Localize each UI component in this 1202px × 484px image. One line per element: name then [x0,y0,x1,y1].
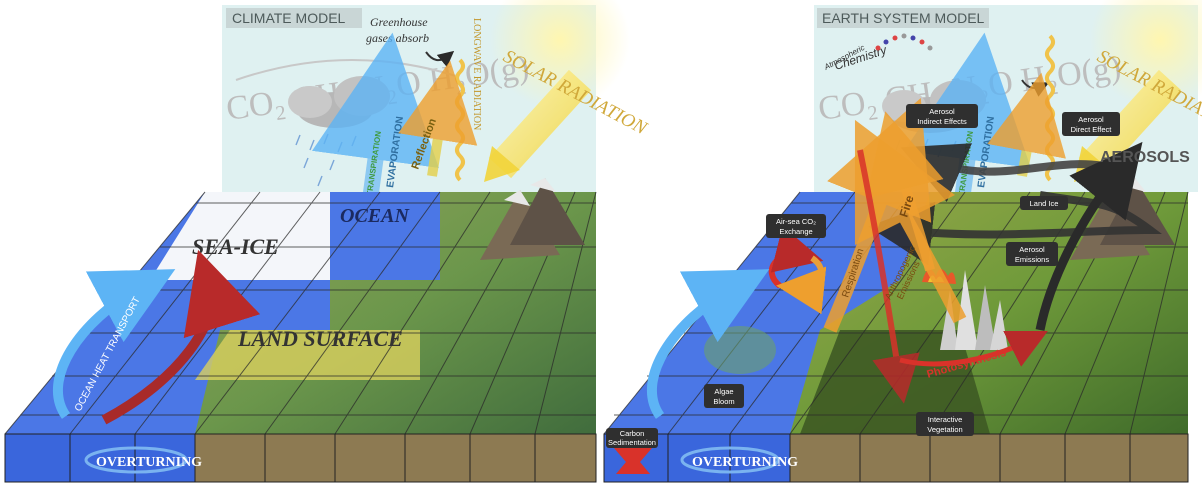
solar-arrow [488,69,592,179]
algae-line2: Bloom [713,397,734,406]
sun-glow-esm [1090,0,1202,110]
panel-title: CLIMATE MODEL [232,10,346,26]
esm-overturning-loop [680,446,780,474]
slab-front-land [194,433,597,483]
photosynthesis-arrow [857,149,920,404]
earth-system-model-panel: EARTH SYSTEM MODEL Atmospheric Chemistry… [603,0,1202,483]
esm-title: EARTH SYSTEM MODEL [822,10,985,26]
air-sea-line1: Air-sea CO₂ [776,217,816,226]
interactive-vegetation-tag: Interactive Vegetation [916,412,974,436]
ocean-heat-transport-warm-arrow [101,249,261,425]
aerosol-indirect-line1: Aerosol [929,107,955,116]
photosynthesis-branch-arrow [899,331,1048,367]
algae-line1: Algae [714,387,733,396]
aerosol-emissions-arrow [1035,141,1143,331]
sun-glow [490,0,630,110]
aerosol-direct-line2: Direct Effect [1071,125,1113,134]
interactive-line1: Interactive [928,415,963,424]
esm-ocean-cold-arrow [646,269,770,419]
interactive-line2: Vegetation [927,425,962,434]
aerosols-label: AEROSOLS [1100,149,1190,166]
aerosol-emissions-line1: Aerosol [1019,245,1045,254]
air-sea-exchange-tag: Air-sea CO₂ Exchange [766,214,826,238]
panel-title-box [226,8,362,28]
air-sea-exchange-arrow-down [776,255,827,315]
land-yellow-patch [195,330,420,380]
land-surface-label: LAND SURFACE [237,326,403,351]
esm-slab-front-land [789,433,1189,483]
air-sea-line2: Exchange [779,227,812,236]
carbon-line1: Carbon [620,429,645,438]
esm-title-box [817,8,989,28]
greenhouse-label-line2: gases absorb [366,31,429,45]
aerosol-indirect-tag: Aerosol Indirect Effects [906,104,978,128]
ocean-label: OCEAN [340,205,410,227]
evaporation-arrow [312,32,439,202]
carbon-line2: Sedimentation [608,438,656,447]
mountain-icon [480,178,585,260]
aerosol-indirect-line2: Indirect Effects [917,117,967,126]
reflection-arrow [398,60,478,177]
longwave-label: LONGWAVE RADIATION [471,18,482,130]
esm-overturning-label: OVERTURNING [692,455,798,470]
carbon-sedimentation-tag: Carbon Sedimentation [606,428,658,448]
slab-front-dividers [69,434,536,482]
aerosol-emissions-line2: Emissions [1015,255,1049,264]
aerosol-direct-line1: Aerosol [1078,115,1104,124]
overturning-label: OVERTURNING [96,455,202,470]
aerosol-direct-tag: Aerosol Direct Effect [1062,112,1120,136]
fire-arrow [865,111,944,272]
aerosol-emissions-tag: Aerosol Emissions [1006,242,1058,266]
fire-label: Fire [897,193,917,219]
algae-bloom-patch [704,326,776,374]
climate-model-panel: CLIMATE MODEL Greenhouse gases absorb CO… [4,0,651,483]
air-sea-exchange-arrow-up [768,225,824,289]
algae-bloom-tag: Algae Bloom [704,384,744,408]
esm-slab-front-dividers [667,434,1131,482]
ocean-heat-transport-cold-arrow [52,269,176,419]
overturning-loop [84,446,188,474]
greenhouse-label-line1: Greenhouse [370,15,428,29]
land-ice-tag: Land Ice [1020,196,1068,210]
land-ice-label: Land Ice [1030,199,1059,208]
solar-arrow-head [484,146,520,182]
sea-ice-label: SEA-ICE [192,234,279,259]
carbon-sedimentation-icon [614,448,652,474]
